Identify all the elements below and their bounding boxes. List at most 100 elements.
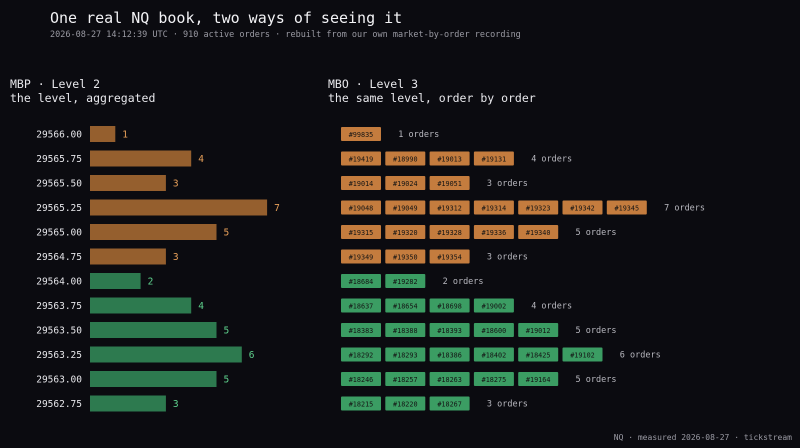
mbo-order-chip <box>429 323 470 337</box>
mbo-order-id: #19282 <box>393 278 418 286</box>
mbo-order-chip <box>562 200 603 215</box>
mbo-order-chip <box>473 151 514 166</box>
mbo-order-chip <box>518 323 559 337</box>
mbo-orders-count: 5 orders <box>576 375 617 385</box>
mbo-order-id: #18292 <box>349 351 374 359</box>
price-level-label: 29565.00 <box>36 228 82 239</box>
mbo-order-chip <box>341 372 381 386</box>
mbo-order-id: #19012 <box>526 327 551 335</box>
mbp-count-label: 5 <box>224 326 230 337</box>
price-level-label: 29565.50 <box>36 179 82 190</box>
mbo-order-chip <box>473 200 514 215</box>
mbo-orders-count: 4 orders <box>531 302 572 312</box>
mbo-order-chip <box>429 396 470 411</box>
mbo-order-chip <box>385 298 426 313</box>
mbo-order-chip <box>385 396 426 411</box>
mbo-orders-count: 7 orders <box>664 204 705 214</box>
mbo-order-chip <box>341 396 381 411</box>
mbo-order-id: #19354 <box>437 253 462 261</box>
mbo-order-chip <box>473 372 514 386</box>
mbo-order-id: #18637 <box>349 302 374 310</box>
mbo-order-id: #19131 <box>482 155 507 163</box>
mbo-order-chip <box>606 200 647 215</box>
mbo-orders-count: 1 orders <box>398 130 439 140</box>
price-level-label: 29563.00 <box>36 375 82 386</box>
mbp-panel-title: MBP · Level 2 <box>10 77 101 91</box>
mbo-order-chip <box>385 176 426 190</box>
mbp-count-label: 2 <box>148 277 154 288</box>
mbo-order-id: #19048 <box>349 204 374 212</box>
mbo-order-chip <box>385 323 426 337</box>
mbo-order-chip <box>429 176 470 190</box>
mbp-bar <box>90 371 217 387</box>
mbo-order-id: #18257 <box>393 376 418 384</box>
mbo-orders-count: 3 orders <box>487 400 528 410</box>
mbo-order-chip <box>385 347 426 362</box>
mbo-order-id: #19320 <box>393 229 418 237</box>
price-level-label: 29564.75 <box>36 252 82 263</box>
price-level-label: 29565.25 <box>36 203 82 214</box>
footer-caption: NQ · measured 2026-08-27 · tickstream <box>613 433 792 442</box>
mbo-order-id: #18383 <box>349 327 374 335</box>
mbo-order-chip <box>385 151 426 166</box>
mbp-count-label: 5 <box>224 375 230 386</box>
mbp-panel-subtitle: the level, aggregated <box>10 91 156 105</box>
mbo-order-id: #18246 <box>349 376 374 384</box>
price-level-label: 29562.75 <box>36 399 82 410</box>
mbp-bar <box>90 322 217 338</box>
mbo-order-chip <box>429 225 470 239</box>
mbo-order-chip <box>473 225 514 239</box>
mbo-order-chip <box>341 298 381 313</box>
mbo-order-id: #18990 <box>393 155 418 163</box>
mbo-order-id: #19349 <box>349 253 374 261</box>
mbo-order-id: #18654 <box>393 302 418 310</box>
mbo-order-chip <box>429 151 470 166</box>
mbo-order-chip <box>385 372 426 386</box>
mbo-order-id: #18698 <box>437 302 462 310</box>
page-subtitle: 2026-08-27 14:12:39 UTC · 910 active ord… <box>50 30 521 40</box>
mbo-order-id: #18263 <box>437 376 462 384</box>
mbp-bar <box>90 150 192 167</box>
mbo-order-chip <box>385 200 426 215</box>
mbo-orders-count: 6 orders <box>620 351 661 361</box>
mbo-orders-count: 2 orders <box>443 277 484 287</box>
mbo-order-chip <box>341 323 381 337</box>
mbp-count-label: 3 <box>173 252 179 263</box>
mbo-order-id: #18386 <box>437 351 462 359</box>
mbo-order-chip <box>341 151 381 166</box>
mbp-bar <box>90 346 242 363</box>
mbp-bar <box>90 273 141 289</box>
mbo-order-id: #19345 <box>615 204 640 212</box>
mbo-order-id: #99835 <box>349 131 374 139</box>
mbo-order-id: #19340 <box>526 229 551 237</box>
mbp-count-label: 3 <box>173 399 179 410</box>
mbo-order-id: #18275 <box>482 376 507 384</box>
mbo-order-chip <box>429 372 470 386</box>
mbo-order-chip <box>341 249 381 264</box>
price-level-label: 29563.25 <box>36 350 82 361</box>
mbo-order-id: #19342 <box>570 204 595 212</box>
price-level-label: 29563.50 <box>36 326 82 337</box>
mbo-order-chip <box>473 323 514 337</box>
mbo-order-chip <box>385 249 426 264</box>
mbo-order-chip <box>518 200 559 215</box>
mbo-order-id: #19049 <box>393 204 418 212</box>
mbo-panel-title: MBO · Level 3 <box>328 77 419 91</box>
mbo-order-id: #19328 <box>437 229 462 237</box>
mbo-orders-count: 5 orders <box>576 326 617 336</box>
mbo-order-chip <box>473 347 514 362</box>
mbp-bar <box>90 175 166 191</box>
price-level-label: 29564.00 <box>36 277 82 288</box>
mbo-order-id: #18393 <box>437 327 462 335</box>
mbo-order-chip <box>518 347 559 362</box>
mbo-order-chip <box>341 200 381 215</box>
page-title: One real NQ book, two ways of seeing it <box>50 9 403 27</box>
mbo-order-chip <box>385 274 426 288</box>
mbo-order-chip <box>429 347 470 362</box>
mbo-orders-count: 5 orders <box>576 228 617 238</box>
mbo-order-id: #19350 <box>393 253 418 261</box>
mbo-order-chip <box>429 298 470 313</box>
mbo-order-chip <box>518 372 559 386</box>
mbp-count-label: 6 <box>249 350 255 361</box>
mbo-order-id: #18220 <box>393 400 418 408</box>
